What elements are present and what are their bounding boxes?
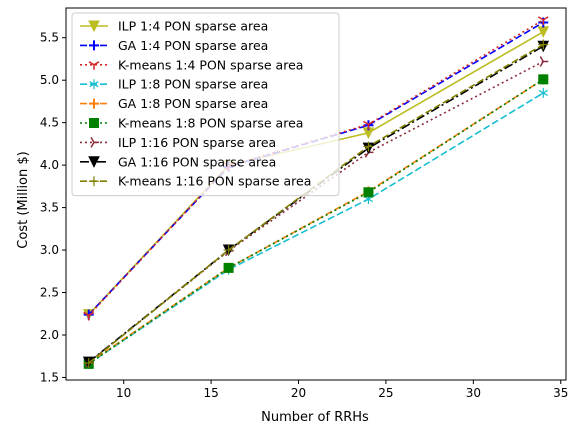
axes-frame xyxy=(65,7,567,381)
data-point xyxy=(363,187,374,198)
legend-marker xyxy=(90,137,99,148)
y-tick-label: 4.0 xyxy=(40,158,59,172)
y-tick-label: 2.0 xyxy=(40,328,59,342)
legend-marker xyxy=(89,176,99,187)
x-tick-label: 20 xyxy=(291,386,306,400)
y-tick-label: 3.5 xyxy=(40,201,59,215)
legend-entry: K-means 1:16 PON sparse area xyxy=(80,174,311,189)
data-point xyxy=(83,311,95,321)
y-axis-label: Cost (Million $) xyxy=(16,151,31,248)
y-tick-label: 1.5 xyxy=(40,370,59,384)
x-tick-label: 15 xyxy=(203,386,218,400)
legend: ILP 1:4 PON sparse area GA 1:4 PON sparse… xyxy=(71,12,340,197)
y-tick-label: 5.0 xyxy=(40,73,59,87)
data-point xyxy=(538,87,548,98)
data-point xyxy=(538,74,549,85)
legend-marker xyxy=(89,79,99,90)
legend-marker xyxy=(89,98,99,109)
series-line xyxy=(88,43,544,364)
y-tick-label: 5.5 xyxy=(40,31,59,45)
data-point xyxy=(223,262,234,273)
legend-marker xyxy=(88,61,100,70)
legend-label: K-means 1:4 PON sparse area xyxy=(118,57,303,72)
legend-label: ILP 1:8 PON sparse area xyxy=(118,77,268,92)
legend-marker xyxy=(88,20,100,33)
legend-label: K-means 1:16 PON sparse area xyxy=(118,174,311,189)
x-axis-label: Number of RRHs xyxy=(261,410,369,425)
data-point xyxy=(363,120,374,130)
legend-entry: ILP 1:4 PON sparse area xyxy=(80,19,268,34)
data-point xyxy=(223,245,234,256)
series-line xyxy=(88,92,544,365)
data-point xyxy=(363,141,374,152)
y-tick-label: 2.5 xyxy=(40,286,59,300)
x-tick-label: 10 xyxy=(116,386,131,400)
legend-entry: K-means 1:4 PON sparse area xyxy=(80,57,303,72)
legend-entry: K-means 1:8 PON sparse area xyxy=(80,116,303,131)
series-9 xyxy=(83,39,549,369)
legend-entry: ILP 1:8 PON sparse area xyxy=(80,77,268,92)
legend-label: K-means 1:8 PON sparse area xyxy=(118,116,303,131)
x-tick-label: 25 xyxy=(378,386,393,400)
legend-entry: GA 1:4 PON sparse area xyxy=(80,38,268,53)
x-tick-label: 35 xyxy=(553,386,568,400)
data-point xyxy=(539,56,549,67)
data-point xyxy=(538,39,549,50)
legend-marker xyxy=(88,156,100,168)
legend-marker xyxy=(89,40,99,51)
legend-entry: GA 1:8 PON sparse area xyxy=(80,96,268,111)
y-tick-label: 4.5 xyxy=(40,116,59,130)
legend-label: ILP 1:16 PON sparse area xyxy=(118,135,276,150)
data-point xyxy=(537,26,550,38)
axes: 10 15 20 25 30 35 1.5 2.0 2.5 3.0 3.5 4.0 4.5 5.0 5.5 xyxy=(40,7,568,400)
legend-label: GA 1:4 PON sparse area xyxy=(118,38,268,53)
legend-entry: GA 1:16 PON sparse area xyxy=(80,154,276,169)
legend-entry: ILP 1:16 PON sparse area xyxy=(80,135,276,150)
legend-label: GA 1:8 PON sparse area xyxy=(118,96,268,111)
legend-label: ILP 1:4 PON sparse area xyxy=(118,19,268,34)
legend-marker xyxy=(89,118,99,128)
data-point xyxy=(83,358,94,369)
x-tick-label: 30 xyxy=(466,386,481,400)
y-tick-label: 3.0 xyxy=(40,243,59,257)
legend-label: GA 1:16 PON sparse area xyxy=(118,154,276,169)
data-point xyxy=(537,16,549,25)
legend-box xyxy=(71,12,340,197)
